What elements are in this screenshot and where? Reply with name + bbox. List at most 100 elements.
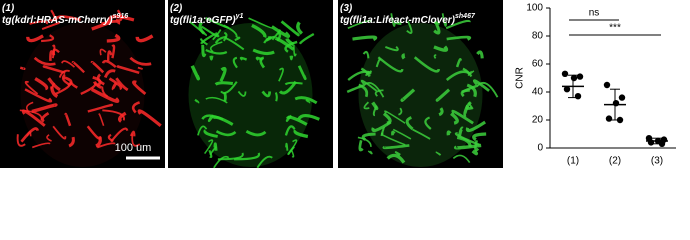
vessel	[34, 77, 49, 91]
image-panel: (1)tg(kdrl:HRAS-mCherry)s916	[0, 0, 165, 168]
vessel	[137, 66, 143, 70]
vessel	[87, 103, 113, 113]
vessel	[398, 107, 403, 116]
x-tick-label: (1)	[567, 156, 579, 167]
data-point	[647, 139, 655, 146]
vessel	[220, 81, 238, 95]
vessel	[201, 114, 224, 121]
y-tick-label: 40	[532, 87, 544, 98]
panel-construct: tg(kdrl:HRAS-mCherry)	[2, 15, 113, 26]
y-axis-label: CNR	[515, 67, 526, 89]
vessel	[274, 36, 295, 51]
data-point	[574, 93, 582, 100]
vessel	[457, 126, 464, 137]
vessel	[385, 45, 399, 52]
scale-bar-label: 100 um	[115, 142, 152, 154]
vessel	[285, 37, 295, 47]
panel-construct: tg(fli1a:eGFP)	[170, 15, 236, 26]
panel-allele: s916	[113, 13, 129, 20]
vessel	[451, 109, 474, 125]
data-point	[618, 94, 626, 101]
vessel	[68, 136, 75, 148]
vessel	[215, 130, 237, 137]
panel-label: (1)	[2, 3, 15, 14]
error-bar	[610, 88, 620, 121]
vessel	[259, 56, 266, 69]
vessel	[450, 112, 459, 125]
vessel	[433, 54, 437, 59]
vessel	[465, 120, 487, 133]
vessel	[357, 136, 372, 147]
vessel	[371, 101, 379, 111]
data-point	[612, 100, 620, 107]
vessel	[245, 130, 267, 137]
vessel	[103, 69, 116, 79]
vessel	[21, 109, 46, 127]
vessel	[346, 84, 364, 94]
vessel	[297, 114, 320, 121]
vessel	[413, 56, 440, 73]
vessel	[71, 61, 85, 74]
vessel	[380, 127, 386, 137]
vessel	[270, 25, 291, 38]
vessel	[371, 120, 392, 133]
vessel	[96, 142, 116, 149]
vessel	[362, 50, 370, 59]
vessel	[446, 130, 452, 136]
vessel	[116, 65, 140, 75]
vessel	[285, 114, 292, 122]
vessel	[111, 82, 118, 91]
panel-label: tg(fli1a:Lifeact-mClover)sh467	[340, 13, 476, 26]
x-tick-label: (2)	[609, 156, 621, 167]
vessel	[352, 35, 378, 41]
vessel	[391, 130, 396, 136]
panel-label: (3)	[340, 3, 353, 14]
vessel	[454, 132, 480, 147]
vessel	[99, 48, 107, 56]
image-panel: (2)tg(fli1a:eGFP)y1	[168, 0, 333, 169]
y-tick-label: 60	[532, 59, 544, 70]
vessel	[445, 70, 471, 81]
vessel	[210, 41, 223, 53]
panel-number: (3)	[340, 3, 353, 14]
vessel	[90, 60, 105, 74]
panel-number: (1)	[2, 3, 15, 14]
vessel	[96, 73, 105, 86]
y-tick-label: 80	[532, 31, 544, 42]
vessel	[395, 21, 402, 26]
y-tick-label: 20	[532, 115, 544, 126]
vessel	[294, 96, 318, 105]
vessel	[394, 151, 401, 157]
vessel	[401, 53, 406, 60]
vessel	[61, 60, 76, 68]
vessel	[289, 55, 294, 61]
vessel	[90, 87, 120, 103]
vessel	[284, 81, 303, 86]
vessel	[365, 70, 373, 77]
vessel	[452, 154, 471, 164]
significance-label: ***	[609, 23, 621, 34]
vessel	[214, 81, 234, 86]
vessel	[41, 111, 50, 123]
vessel	[296, 21, 304, 35]
panel-label: (2)	[170, 3, 183, 14]
vessel	[298, 32, 315, 45]
vessel	[466, 83, 477, 98]
vessel	[360, 79, 378, 92]
vessel	[219, 66, 227, 82]
data-point	[563, 86, 571, 93]
error-bar	[568, 74, 578, 99]
vessel	[201, 44, 207, 58]
vessel	[361, 132, 376, 141]
significance-label: ns	[589, 8, 600, 19]
vessel	[382, 144, 410, 150]
vessel	[237, 90, 247, 97]
vessel	[197, 125, 208, 136]
vessel	[102, 109, 125, 121]
vessel	[107, 14, 135, 22]
vessel	[117, 111, 127, 123]
vessel	[293, 44, 297, 57]
vessel	[290, 149, 295, 158]
vessel	[278, 80, 298, 95]
vessel	[19, 66, 26, 71]
